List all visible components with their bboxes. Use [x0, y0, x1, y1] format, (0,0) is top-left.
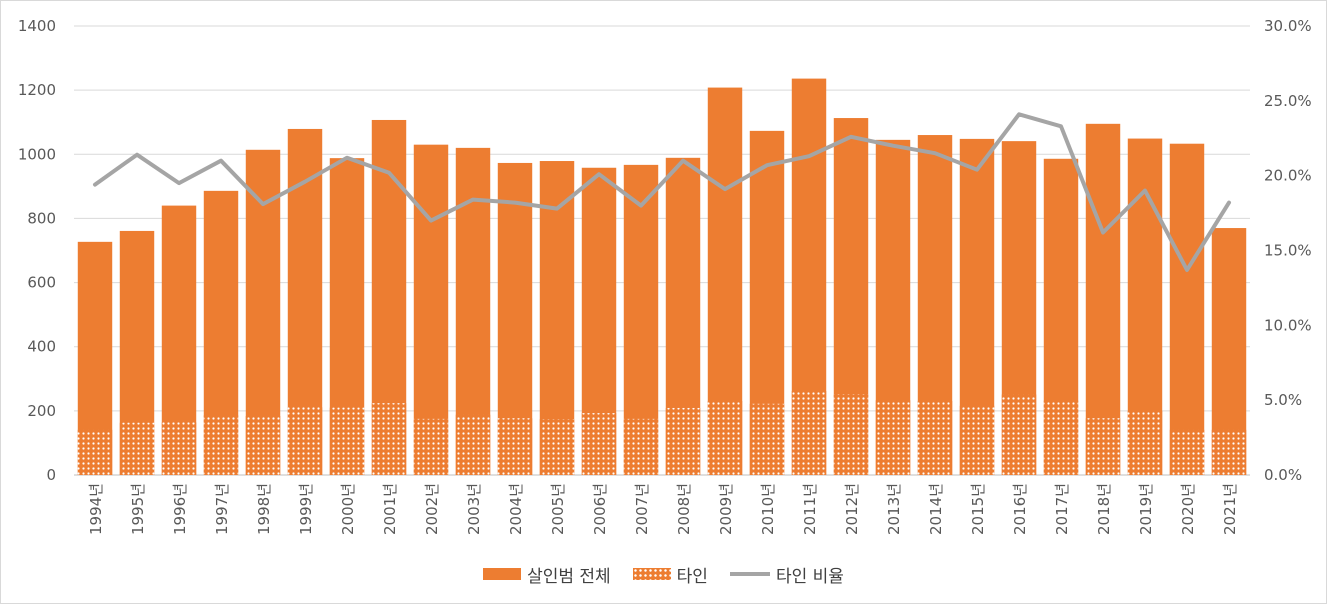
bar-total: [1169, 143, 1205, 475]
legend-label-total: 살인범 전체: [527, 566, 611, 587]
x-tick-label: 2018년: [1095, 483, 1113, 535]
bar-stranger: [329, 407, 365, 475]
legend-label-stranger: 타인: [676, 566, 708, 587]
x-tick-label: 2021년: [1221, 483, 1239, 535]
bar-stranger: [455, 414, 491, 475]
chart-plot: 0 200 400 600 800 1000 1200 1400 0.0% 5.0% 10.0% 1…: [18, 17, 1312, 535]
x-tick-label: 2003년: [465, 483, 483, 535]
left-tick-label: 200: [27, 402, 56, 420]
bar-stranger: [119, 422, 155, 475]
x-tick-label: 2007년: [633, 483, 651, 535]
x-tick-label: 2002년: [423, 483, 441, 535]
x-tick-label: 2020년: [1179, 483, 1197, 535]
x-tick-label: 2017년: [1053, 483, 1071, 535]
x-axis-labels: 1994년 1995년 1996년 1997년 1998년 1999년 2000년 2001년…: [87, 483, 1239, 535]
x-tick-label: 2008년: [675, 483, 693, 535]
legend-swatch-stranger: [632, 568, 671, 580]
bar-stranger: [833, 394, 869, 475]
bar-stranger: [791, 390, 827, 475]
x-tick-label: 2014년: [927, 483, 945, 535]
bar-total: [1085, 123, 1121, 475]
legend-item-stranger: 타인: [632, 562, 708, 587]
bar-stranger: [665, 407, 701, 475]
bar-stranger: [203, 415, 239, 475]
x-tick-label: 1996년: [171, 483, 189, 535]
left-tick-label: 1400: [18, 17, 56, 35]
bar-stranger: [581, 413, 617, 475]
left-tick-label: 1200: [18, 81, 56, 99]
bar-stranger: [371, 403, 407, 475]
x-tick-label: 2004년: [507, 483, 525, 535]
left-tick-label: 400: [27, 338, 56, 356]
legend-swatch-total: [483, 568, 522, 580]
legend-label-ratio: 타인 비율: [775, 566, 844, 587]
ratio-line: [93, 112, 1231, 272]
bar-stranger: [1127, 410, 1163, 475]
bar-stranger: [707, 400, 743, 475]
bar-stranger: [623, 418, 659, 475]
right-tick-label: 0.0%: [1264, 466, 1302, 484]
legend-item-ratio: 타인 비율: [729, 562, 844, 587]
right-tick-label: 30.0%: [1264, 17, 1312, 35]
legend: 살인범 전체 타인 타인 비율: [0, 560, 1327, 588]
x-tick-label: 2019년: [1137, 483, 1155, 535]
bar-stranger: [875, 400, 911, 475]
x-tick-label: 1997년: [213, 483, 231, 535]
bar-stranger: [245, 415, 281, 475]
x-tick-label: 2006년: [591, 483, 609, 535]
bar-stranger: [287, 407, 323, 475]
left-tick-label: 1000: [18, 145, 56, 163]
bar-stranger: [77, 429, 113, 475]
bar-stranger: [917, 400, 953, 475]
x-tick-label: 2005년: [549, 483, 567, 535]
left-tick-label: 800: [27, 209, 56, 227]
x-tick-label: 2009년: [717, 483, 735, 535]
right-tick-label: 5.0%: [1264, 391, 1302, 409]
legend-swatch-ratio: [729, 572, 770, 576]
bars-group: [77, 78, 1247, 476]
x-tick-label: 2011년: [801, 483, 819, 535]
right-tick-label: 10.0%: [1264, 316, 1312, 334]
right-axis-labels: 0.0% 5.0% 10.0% 15.0% 20.0% 25.0% 30.0%: [1264, 17, 1312, 484]
bar-stranger: [497, 418, 533, 475]
ratio-line-group: [93, 112, 1231, 272]
right-tick-label: 15.0%: [1264, 242, 1312, 260]
x-tick-label: 1999년: [297, 483, 315, 535]
right-tick-label: 20.0%: [1264, 167, 1312, 185]
left-tick-label: 0: [46, 466, 56, 484]
legend-item-total: 살인범 전체: [483, 562, 611, 587]
left-axis-labels: 0 200 400 600 800 1000 1200 1400: [18, 17, 56, 484]
bar-stranger: [1001, 394, 1037, 475]
bar-stranger: [1169, 429, 1205, 475]
x-tick-label: 2001년: [381, 483, 399, 535]
bar-stranger: [1085, 418, 1121, 475]
bar-stranger: [161, 422, 197, 475]
x-tick-label: 2000년: [339, 483, 357, 535]
bar-stranger: [539, 419, 575, 475]
x-tick-label: 2013년: [885, 483, 903, 535]
x-tick-label: 2015년: [969, 483, 987, 535]
bar-stranger: [749, 403, 785, 475]
x-tick-label: 1998년: [255, 483, 273, 535]
bar-stranger: [1043, 400, 1079, 475]
left-tick-label: 600: [27, 274, 56, 292]
x-tick-label: 2016년: [1011, 483, 1029, 535]
x-tick-label: 1995년: [129, 483, 147, 535]
bar-stranger: [413, 418, 449, 475]
x-tick-label: 2010년: [759, 483, 777, 535]
x-tick-label: 1994년: [87, 483, 105, 535]
right-tick-label: 25.0%: [1264, 92, 1312, 110]
bar-stranger: [959, 405, 995, 475]
bar-stranger: [1211, 429, 1247, 475]
x-tick-label: 2012년: [843, 483, 861, 535]
